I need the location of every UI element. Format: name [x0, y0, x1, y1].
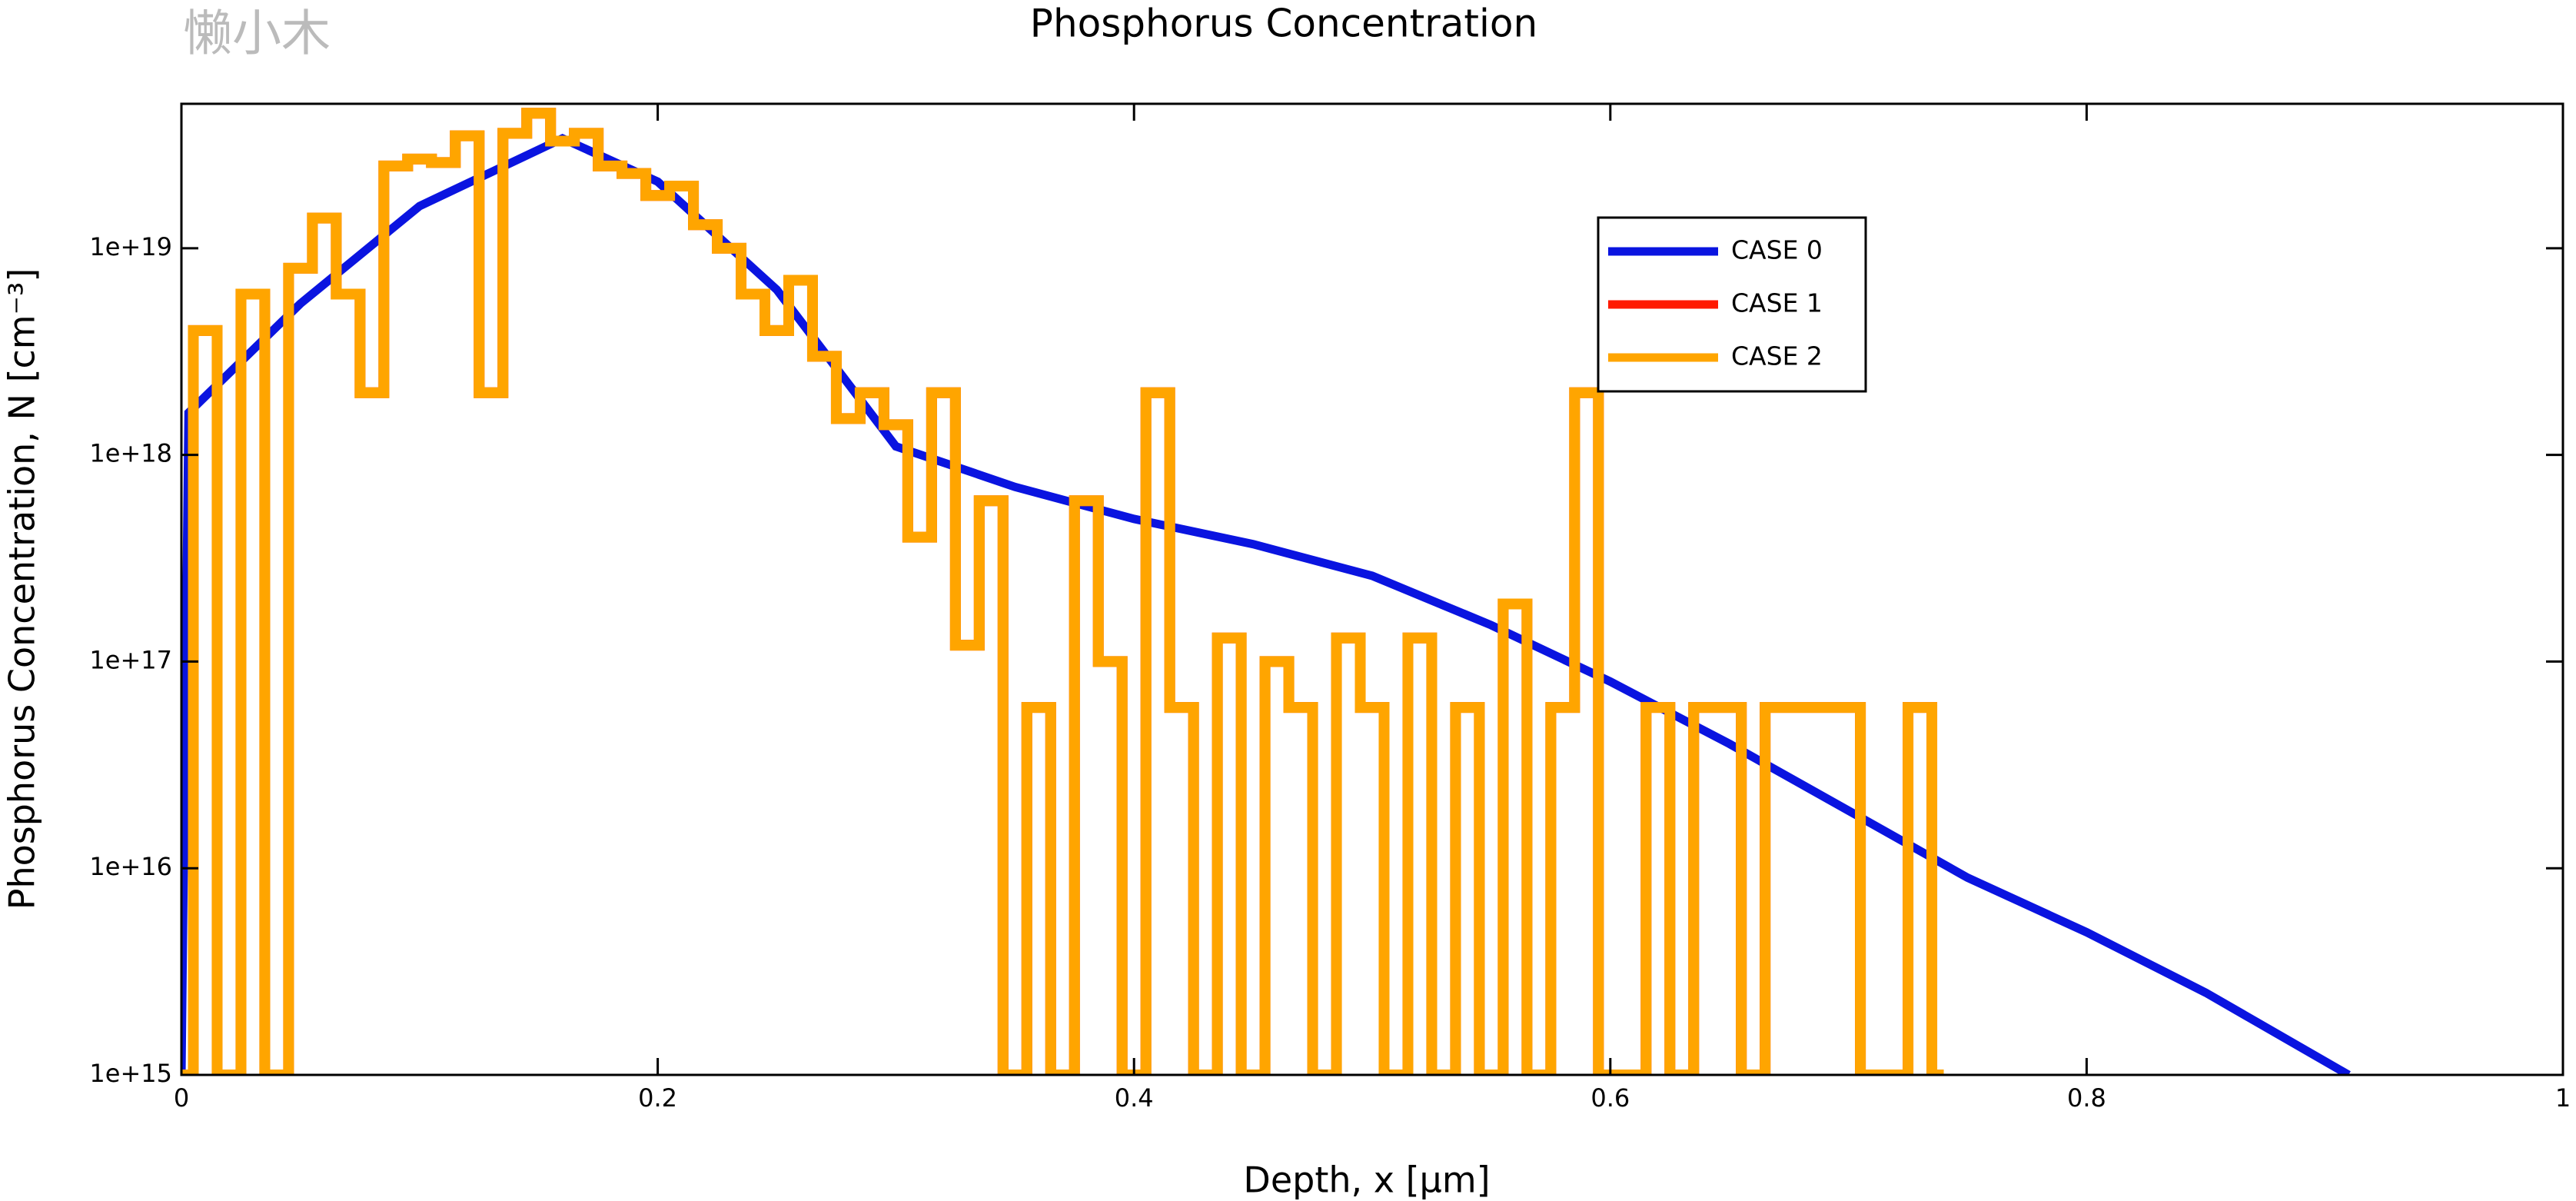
y-tick-label: 1e+17 — [89, 645, 172, 674]
plot-area — [181, 108, 2351, 1075]
x-tick-label: 0.6 — [1590, 1083, 1630, 1113]
y-axis-label: Phosphorus Concentration, N [cm⁻³] — [2, 268, 43, 910]
x-tick-label: 0.4 — [1115, 1083, 1154, 1113]
x-tick-label: 0.2 — [638, 1083, 677, 1113]
watermark: 懒小木 — [183, 6, 331, 63]
x-tick-label: 0.8 — [2067, 1083, 2106, 1113]
plot-frame — [180, 102, 2564, 1076]
y-tick-label: 1e+18 — [89, 439, 172, 468]
y-tick-label: 1e+19 — [89, 232, 172, 261]
series-line — [181, 133, 2351, 1075]
x-tick-label: 0 — [174, 1083, 189, 1113]
legend-label: CASE 1 — [1731, 288, 1823, 318]
y-tick-label: 1e+16 — [89, 852, 172, 881]
chart-title: Phosphorus Concentration — [1030, 2, 1537, 46]
y-tick-label: 1e+15 — [89, 1059, 172, 1088]
x-axis-label: Depth, x [µm] — [1243, 1159, 1490, 1201]
legend-label: CASE 0 — [1731, 235, 1823, 265]
series-line — [181, 108, 1944, 1075]
x-tick-label: 1 — [2555, 1083, 2571, 1113]
legend-label: CASE 2 — [1731, 341, 1823, 371]
